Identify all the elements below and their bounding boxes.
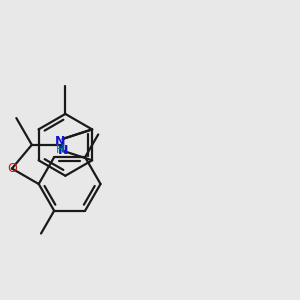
Text: H: H <box>56 143 64 156</box>
Text: O: O <box>7 162 17 175</box>
Text: N: N <box>55 135 65 148</box>
Text: N: N <box>58 144 69 157</box>
